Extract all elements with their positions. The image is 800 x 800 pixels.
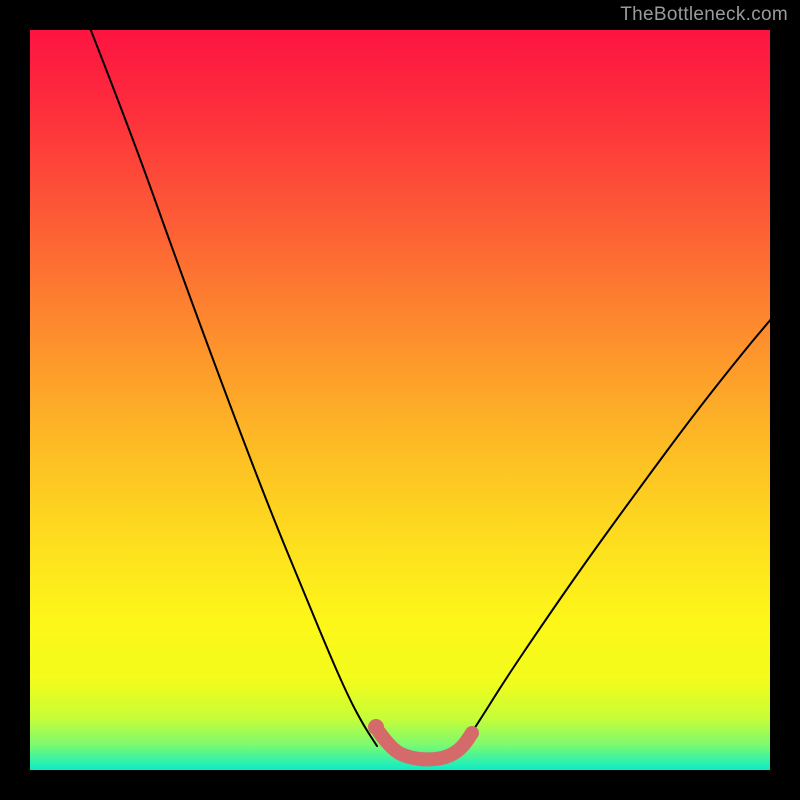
highlight-segment (368, 719, 472, 759)
highlight-path (379, 732, 472, 759)
v-curve (90, 28, 772, 746)
curve-left (90, 28, 377, 746)
chart-svg (0, 0, 800, 800)
chart-stage: TheBottleneck.com (0, 0, 800, 800)
watermark-text: TheBottleneck.com (620, 4, 788, 26)
curve-right (463, 318, 772, 746)
